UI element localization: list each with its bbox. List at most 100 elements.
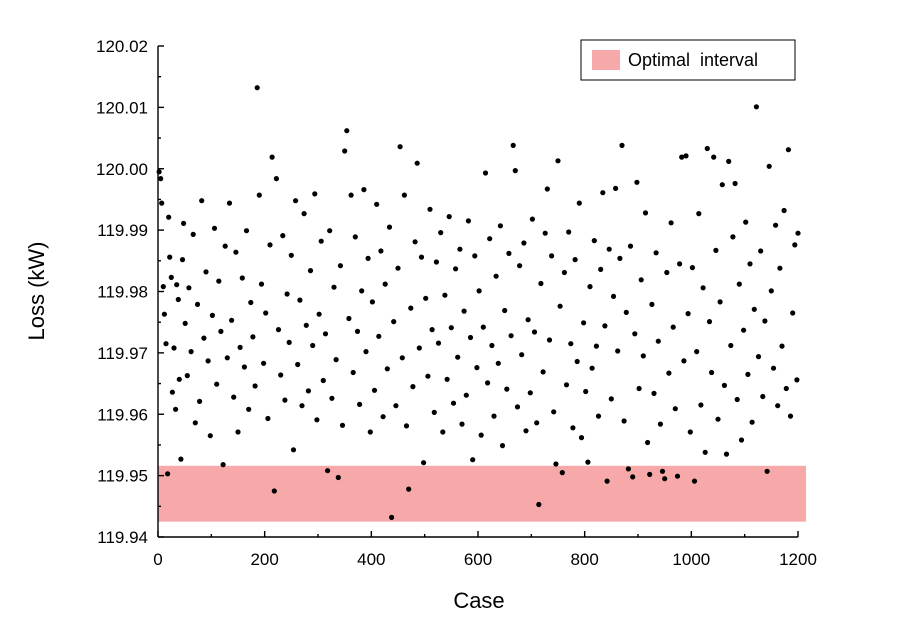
data-point <box>258 281 265 287</box>
data-point <box>497 223 503 229</box>
data-point <box>544 186 550 192</box>
data-point <box>237 344 243 350</box>
data-point <box>295 361 301 368</box>
y-tick-label: 120.01 <box>96 98 148 117</box>
data-point <box>470 457 476 463</box>
data-point <box>342 148 348 154</box>
data-point <box>197 398 203 404</box>
data-point <box>376 333 382 339</box>
data-point <box>401 192 407 198</box>
legend-label: Optimal interval <box>628 50 758 70</box>
data-point <box>576 200 582 206</box>
x-tick-label: 600 <box>464 550 492 569</box>
data-point <box>316 311 322 317</box>
data-point <box>563 382 570 388</box>
data-point <box>455 354 461 360</box>
data-point <box>540 369 546 375</box>
data-point <box>310 342 316 349</box>
data-point <box>610 293 617 299</box>
data-point <box>649 301 655 307</box>
data-point <box>770 365 777 371</box>
data-point <box>174 282 180 288</box>
data-point <box>549 253 555 259</box>
y-tick-label: 119.97 <box>97 344 148 363</box>
data-point <box>591 238 597 244</box>
data-point <box>463 392 469 398</box>
data-point <box>574 358 580 365</box>
data-point <box>698 402 704 408</box>
data-point <box>438 230 444 236</box>
data-point <box>704 145 710 152</box>
data-point <box>427 206 433 212</box>
data-point <box>331 284 337 290</box>
data-point <box>764 468 770 474</box>
data-point <box>615 348 621 354</box>
data-point <box>715 416 721 422</box>
data-point <box>203 269 209 275</box>
data-point <box>681 358 687 364</box>
data-point <box>478 432 484 438</box>
data-point <box>156 169 162 175</box>
data-point <box>734 396 740 403</box>
data-point <box>606 246 612 252</box>
data-point <box>414 160 420 166</box>
data-point <box>645 439 651 446</box>
data-point <box>781 207 787 214</box>
data-point <box>694 349 700 355</box>
data-point <box>732 180 738 187</box>
data-point <box>374 201 380 207</box>
data-point <box>587 284 593 290</box>
data-point <box>687 429 693 435</box>
data-point <box>209 312 215 318</box>
data-point <box>504 386 510 392</box>
data-point <box>194 301 201 307</box>
data-point <box>288 252 294 258</box>
data-point <box>423 295 429 301</box>
data-point <box>168 274 174 280</box>
data-point <box>182 320 188 326</box>
data-point <box>783 385 789 392</box>
data-point <box>525 317 531 323</box>
data-point <box>410 384 416 390</box>
data-point <box>758 248 764 254</box>
data-point <box>755 354 762 360</box>
data-point <box>472 253 478 259</box>
data-point <box>278 372 284 378</box>
data-point <box>651 390 657 396</box>
data-point <box>568 341 574 347</box>
data-point <box>689 265 696 271</box>
data-point <box>293 198 299 204</box>
data-point <box>273 176 279 182</box>
data-point <box>723 451 730 457</box>
legend-swatch <box>592 50 620 70</box>
data-point <box>741 327 747 333</box>
data-point <box>482 170 489 176</box>
data-point <box>418 254 425 260</box>
data-point <box>448 325 454 331</box>
data-point <box>171 345 177 351</box>
data-point <box>333 357 339 363</box>
y-tick-label: 119.94 <box>97 528 148 547</box>
data-point <box>790 310 796 316</box>
data-point <box>378 248 384 254</box>
data-point <box>176 376 182 382</box>
data-point <box>359 288 365 294</box>
x-tick-label: 200 <box>250 550 278 569</box>
data-point <box>589 365 595 371</box>
data-point <box>314 417 320 423</box>
data-point <box>502 307 508 314</box>
data-point <box>290 447 297 453</box>
data-point <box>320 377 326 384</box>
data-point <box>207 433 213 439</box>
data-point <box>777 265 783 271</box>
data-point <box>284 291 290 297</box>
data-point <box>271 488 277 494</box>
data-point <box>435 340 442 346</box>
data-point <box>600 190 606 196</box>
data-point <box>280 233 286 239</box>
data-point <box>559 470 565 476</box>
data-point <box>728 342 734 349</box>
data-point <box>623 309 629 315</box>
data-point <box>491 413 497 419</box>
y-tick-label: 119.95 <box>97 467 148 486</box>
